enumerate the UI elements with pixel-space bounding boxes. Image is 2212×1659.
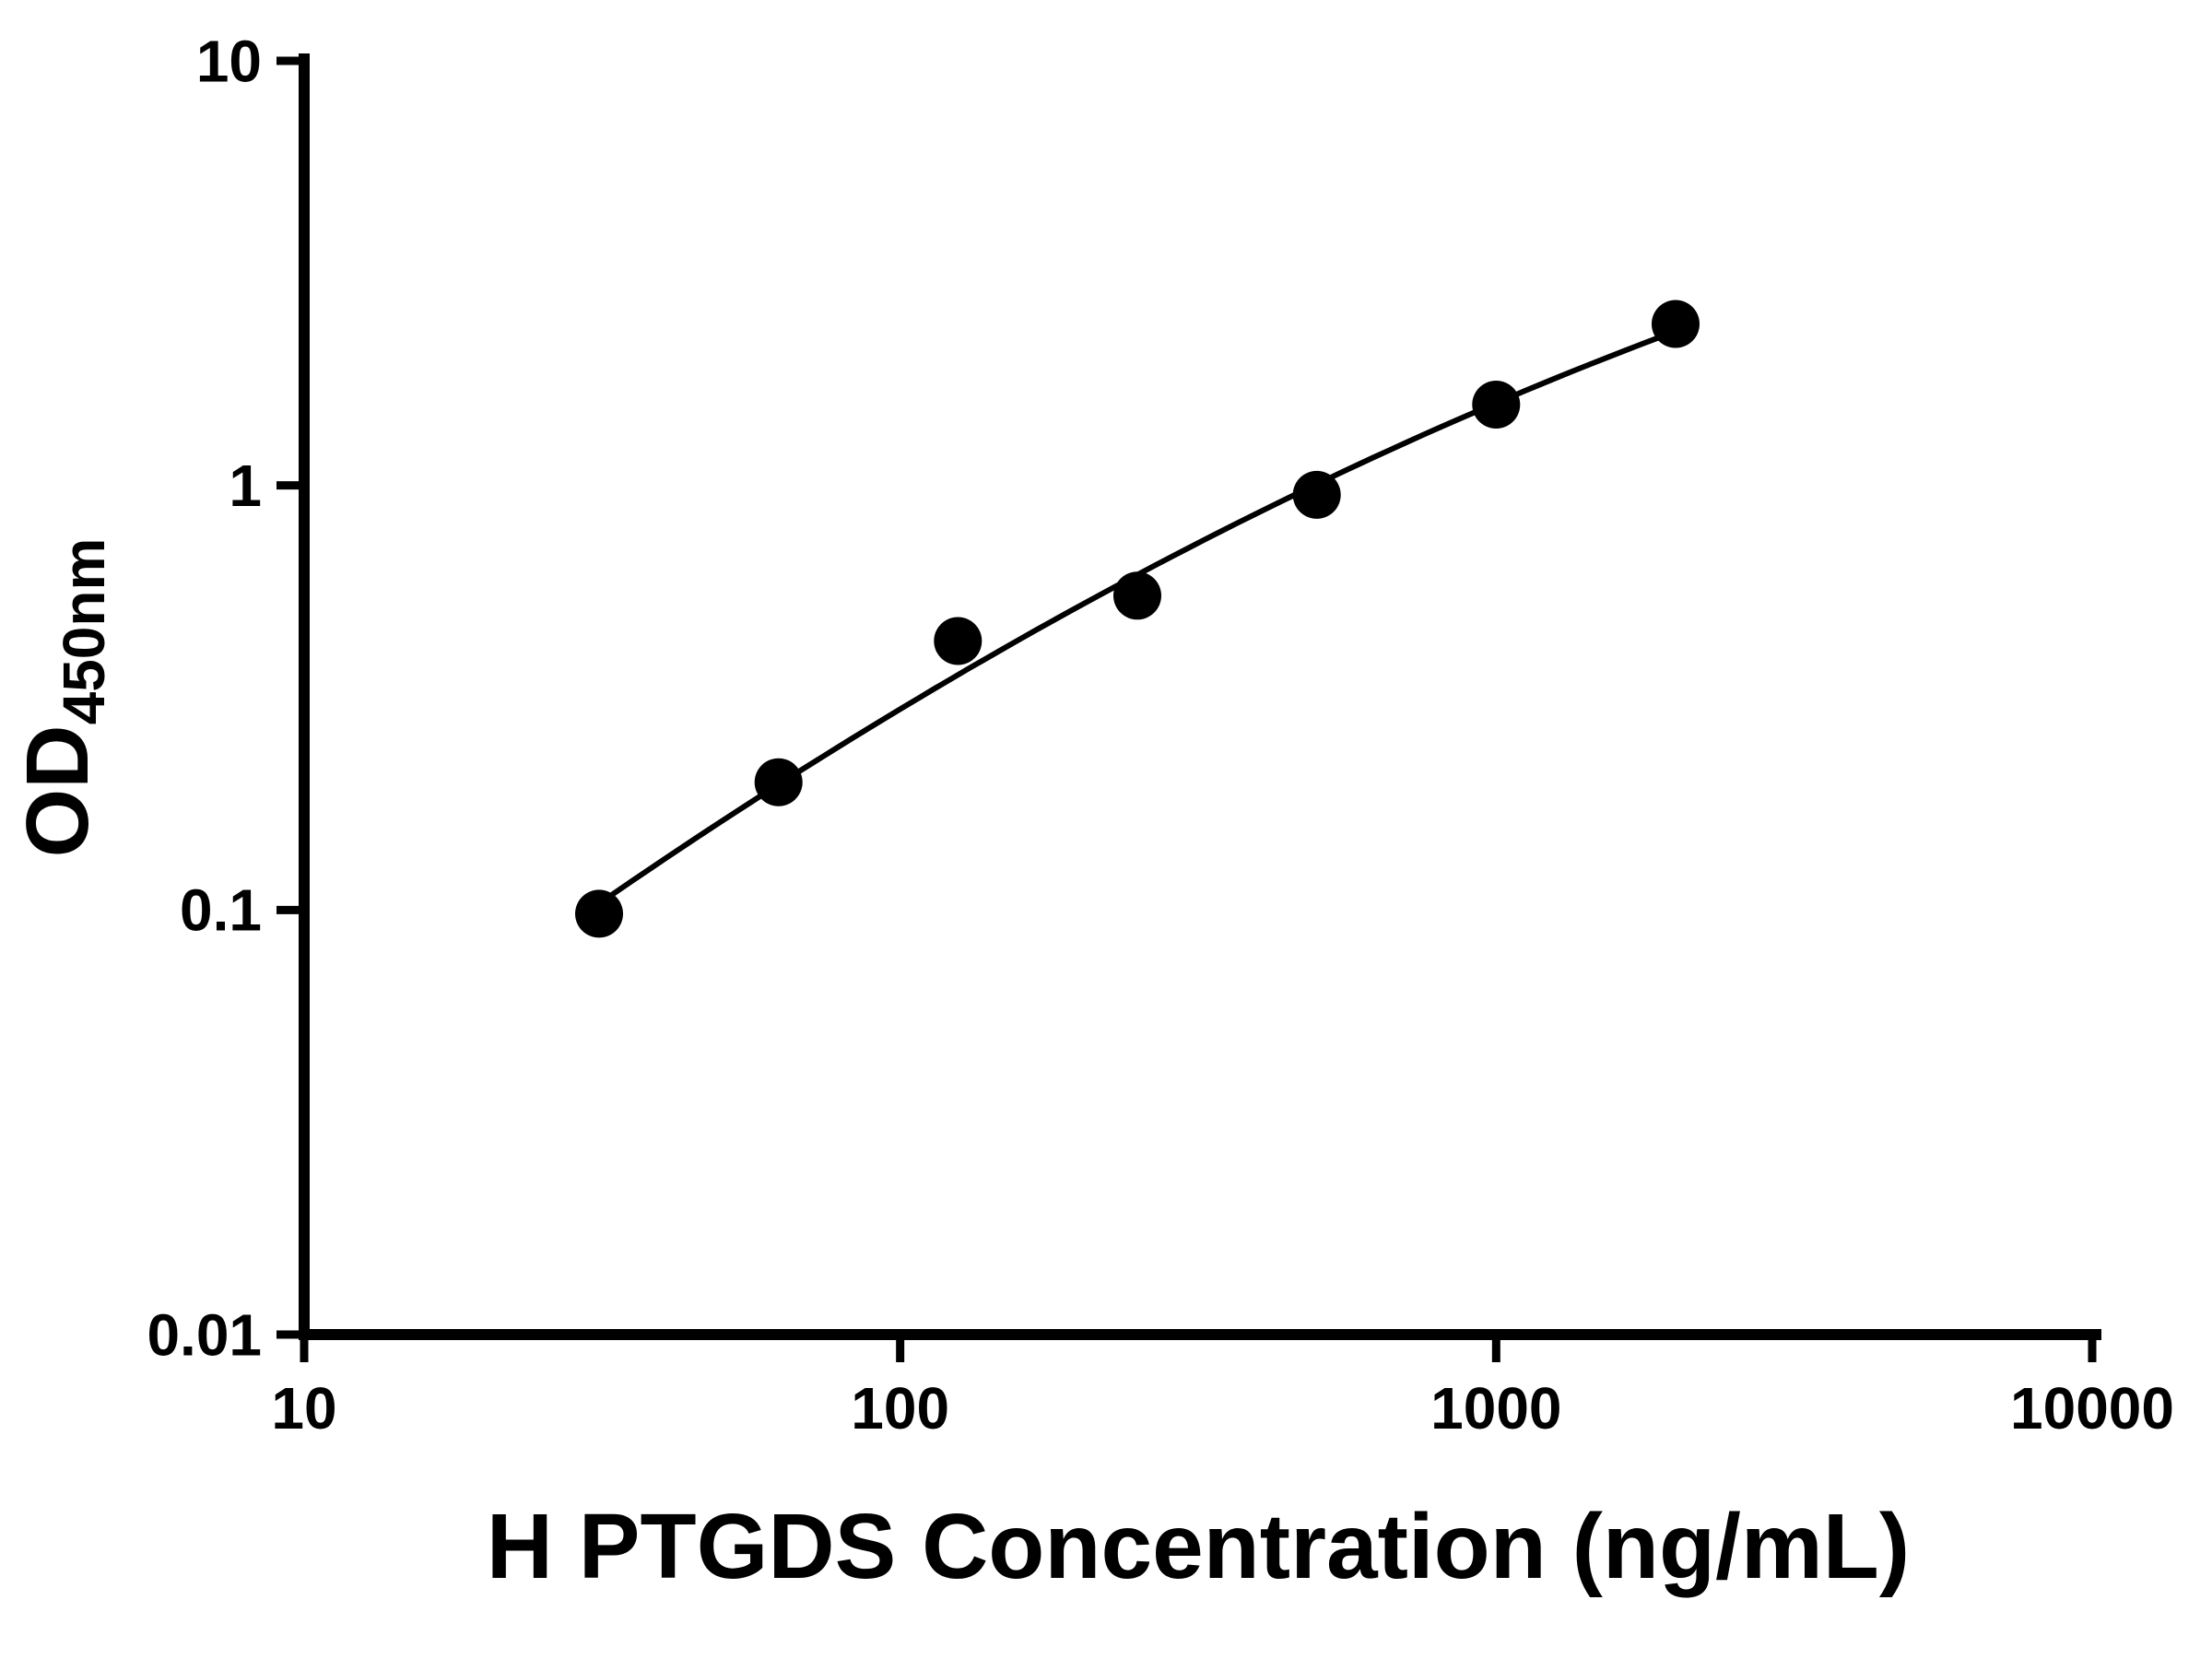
x-tick-label: 100 — [851, 1375, 949, 1441]
y-tick-label: 10 — [196, 28, 262, 94]
data-point — [1652, 300, 1700, 348]
y-tick-label: 1 — [229, 453, 262, 519]
data-points-layer — [575, 300, 1700, 938]
y-tick-label: 0.01 — [147, 1301, 262, 1368]
y-axis-title-subscript: 450nm — [51, 538, 117, 725]
y-axis-title-main: OD — [8, 724, 107, 857]
x-tick-label: 10000 — [2010, 1375, 2174, 1441]
data-point — [1113, 571, 1161, 620]
data-point — [754, 758, 803, 806]
data-point — [575, 889, 623, 938]
x-tick-label: 1000 — [1430, 1375, 1561, 1441]
y-tick-label: 0.1 — [180, 877, 262, 944]
axes-layer: 10 100 1000 10000 0.01 0.1 1 10 — [147, 28, 2174, 1441]
data-point — [1472, 381, 1521, 429]
y-axis-title: OD450nm — [8, 538, 117, 858]
x-tick-label: 10 — [271, 1375, 336, 1441]
data-point — [934, 617, 982, 665]
x-axis-title: H PTGDS Concentration (ng/mL) — [487, 1495, 1910, 1598]
data-point — [1292, 470, 1341, 519]
